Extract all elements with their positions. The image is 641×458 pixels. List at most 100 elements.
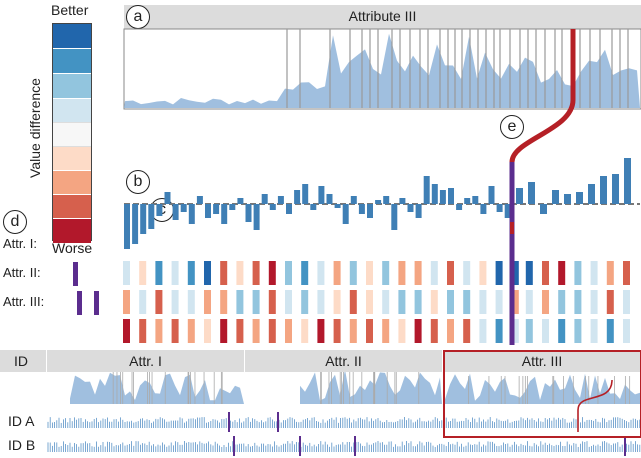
matrix-cell <box>333 319 341 343</box>
matrix-cell <box>463 319 471 343</box>
matrix-cell <box>398 290 406 314</box>
matrix-cell <box>317 261 325 285</box>
legend-swatch <box>53 219 91 243</box>
matrix-cell <box>463 261 471 285</box>
matrix-cell <box>349 261 357 285</box>
diff-bar <box>600 176 607 204</box>
diff-bar <box>612 174 619 204</box>
matrix-cell <box>525 261 533 285</box>
mini-selection-curve <box>577 379 613 432</box>
selection-marker <box>510 222 514 234</box>
diff-bar <box>253 204 260 230</box>
matrix-cell <box>123 319 130 343</box>
legend-swatch <box>53 147 91 171</box>
diff-bar <box>439 190 446 204</box>
matrix-cell <box>236 290 244 314</box>
bottom-id-label: ID <box>14 353 28 369</box>
diff-bar <box>180 204 187 212</box>
matrix-cell <box>236 319 244 343</box>
matrix-cell <box>268 319 276 343</box>
diff-bar <box>245 204 252 222</box>
diff-bar <box>588 184 595 204</box>
diff-bar <box>229 204 236 210</box>
matrix-cell <box>574 319 582 343</box>
matrix-cell <box>252 261 260 285</box>
matrix-cell <box>139 261 147 285</box>
matrix-cell <box>204 319 211 343</box>
diff-bar <box>350 196 357 204</box>
matrix-cell <box>252 319 260 343</box>
matrix-cell <box>187 261 195 285</box>
matrix-cell <box>525 290 533 314</box>
matrix-cell <box>382 319 390 343</box>
matrix-cell <box>204 261 211 285</box>
diff-bar <box>277 196 284 204</box>
matrix-cell <box>463 290 471 314</box>
matrix-cell <box>542 261 549 285</box>
diff-bar <box>213 204 220 214</box>
panel-a-title: Attribute III <box>348 8 417 24</box>
matrix-cell <box>333 290 341 314</box>
matrix-cell <box>606 319 614 343</box>
bottom-col-attr1-label: Attr. I <box>129 353 162 369</box>
matrix-cell <box>349 290 357 314</box>
diff-bar <box>516 188 523 204</box>
matrix-cell <box>574 290 582 314</box>
diff-bar <box>431 184 438 204</box>
matrix-cell <box>430 261 438 285</box>
legend-swatch <box>53 24 91 49</box>
diff-bar <box>310 204 317 210</box>
matrix-cell <box>171 319 179 343</box>
mini-area-attr2 <box>300 369 442 404</box>
matrix-cell <box>414 261 422 285</box>
attr2-marker <box>94 291 99 315</box>
legend-swatch <box>53 74 91 99</box>
legend-swatch <box>53 49 91 74</box>
diff-bar <box>261 194 268 204</box>
marker-d: d <box>3 210 27 234</box>
diff-bar <box>140 204 147 234</box>
matrix-cell <box>301 261 309 285</box>
matrix-cell <box>574 261 582 285</box>
matrix-cell <box>220 261 228 285</box>
matrix-cell <box>139 319 147 343</box>
diff-bar <box>148 204 155 229</box>
diff-bar <box>415 204 422 218</box>
diff-bar <box>294 190 301 204</box>
diff-bar <box>269 204 276 210</box>
matrix-cell <box>171 261 179 285</box>
matrix-cell <box>285 319 292 343</box>
color-legend <box>52 23 92 243</box>
legend-swatch <box>53 99 91 123</box>
matrix-cell <box>558 319 566 343</box>
diff-bar <box>496 204 503 212</box>
matrix-cell <box>495 319 503 343</box>
matrix-cell <box>590 319 598 343</box>
diff-bar <box>564 194 571 204</box>
matrix-cell <box>398 261 406 285</box>
diff-bar <box>221 204 228 224</box>
matrix-cell <box>479 261 487 285</box>
diff-bar <box>172 204 179 220</box>
matrix-cell <box>382 290 390 314</box>
diff-bar <box>383 196 390 204</box>
bottom-row-id-a: ID A <box>8 413 35 429</box>
matrix-cell <box>204 290 211 314</box>
matrix-cell <box>398 319 406 343</box>
diff-bar <box>156 204 163 216</box>
diff-bar <box>124 204 130 249</box>
matrix-cell <box>123 261 130 285</box>
matrix-cell <box>220 290 228 314</box>
bottom-col-attr3-header <box>443 350 641 372</box>
row-label-attr1: Attr. I: <box>3 236 37 251</box>
matrix-cell <box>187 319 195 343</box>
bottom-row-id-b: ID B <box>8 437 36 453</box>
diff-bar <box>488 186 495 204</box>
matrix-cell <box>366 290 373 314</box>
matrix-cell <box>606 290 614 314</box>
matrix-cell <box>623 290 630 314</box>
matrix-cell <box>430 319 438 343</box>
diff-bar <box>358 204 365 214</box>
matrix-cell <box>155 290 163 314</box>
